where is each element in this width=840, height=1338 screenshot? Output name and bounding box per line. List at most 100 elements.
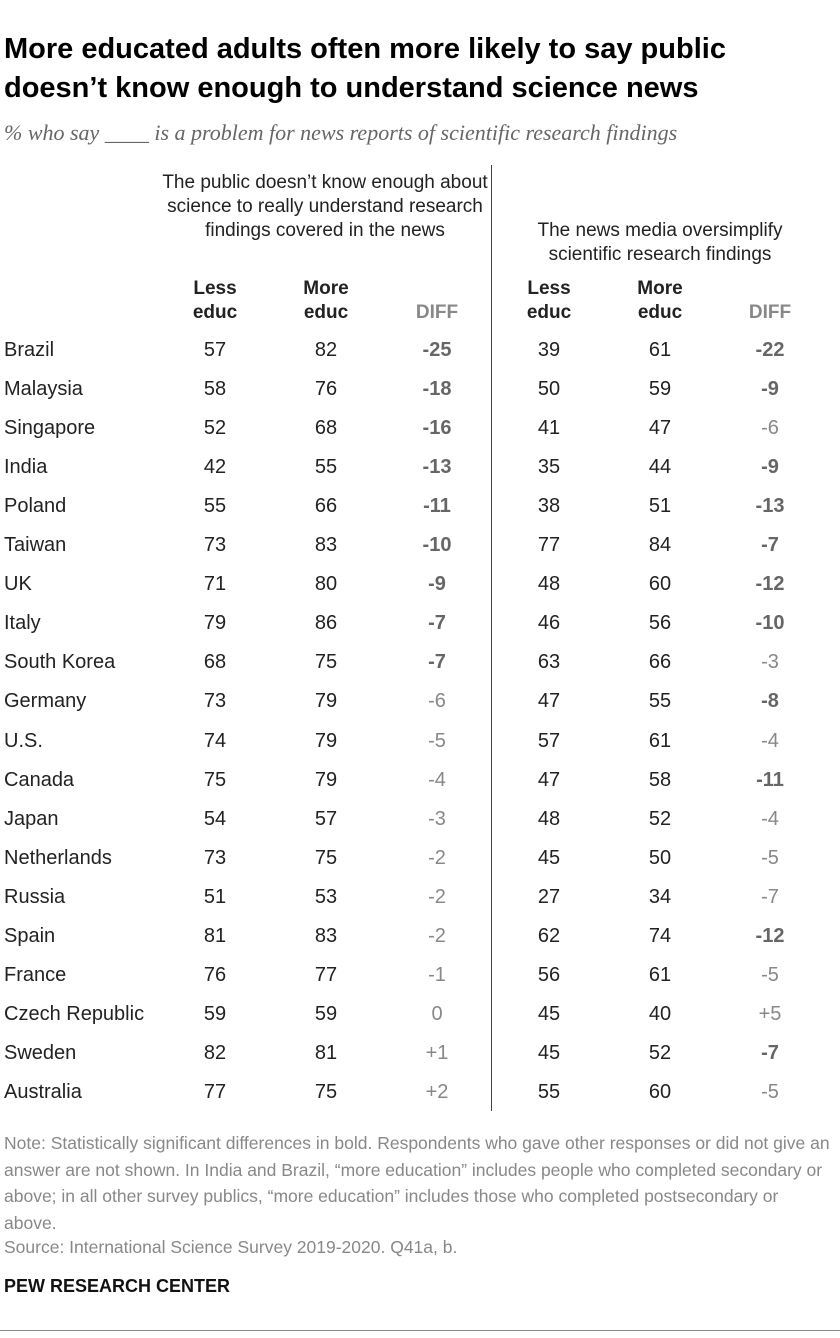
diff: -7 [761,1041,779,1064]
diff: -6 [428,690,446,713]
diff: -13 [755,495,785,518]
diff: -5 [761,963,779,986]
value: 83 [314,924,338,947]
value: 42 [203,456,227,479]
value: 58 [648,768,672,791]
value: 75 [314,1080,338,1103]
diff: -4 [428,768,446,791]
country: Sweden [4,1041,77,1064]
value: 79 [314,690,338,713]
diff: -9 [428,573,446,596]
diff: +5 [758,1002,782,1025]
value: 59 [314,1002,338,1025]
diff: -4 [761,729,779,752]
diff: -7 [428,612,446,635]
value: 55 [314,456,338,479]
diff: -5 [761,846,779,869]
country: Taiwan [4,534,67,557]
value: 46 [537,612,561,635]
country: Czech Republic [4,1002,145,1025]
value: 71 [203,573,227,596]
country: UK [4,573,32,596]
value: 83 [314,534,338,557]
value: 73 [203,690,227,713]
value: 61 [648,963,672,986]
diff: -9 [761,378,779,401]
column-header: Less educ [192,278,238,323]
value: 51 [648,495,672,518]
country: Malaysia [4,378,83,401]
value: 81 [203,924,227,947]
value: 52 [648,1041,672,1064]
value: 84 [648,534,672,557]
value: 62 [537,924,561,947]
diff: -3 [428,807,446,830]
diff: +1 [425,1041,449,1064]
value: 76 [314,378,338,401]
value: 52 [648,807,672,830]
country: Brazil [4,339,55,361]
country: South Korea [4,651,116,674]
diff: -10 [755,612,785,635]
value: 51 [203,885,227,908]
diff: -2 [428,885,446,908]
diff: -11 [423,495,451,518]
value: 56 [648,612,672,635]
column-header: Less educ [526,278,572,323]
group-header: The news media oversimplify scientific r… [537,220,783,265]
diff: 0 [431,1002,443,1025]
column-header: DIFF [748,302,792,323]
value: 86 [314,612,338,635]
diff: -18 [422,378,452,401]
diff: -3 [761,651,779,674]
value: 79 [314,768,338,791]
country: Poland [4,495,67,518]
value: 68 [203,651,227,674]
value: 47 [537,690,561,713]
value: 54 [203,807,227,830]
value: 50 [537,378,561,401]
rule [0,1330,840,1331]
diff: -16 [422,417,452,440]
country: France [4,963,67,986]
value: 77 [537,534,561,557]
value: 79 [203,612,227,635]
diff: -8 [761,690,779,713]
value: 40 [648,1002,672,1025]
value: 80 [314,573,338,596]
value: 56 [537,963,561,986]
value: 61 [648,729,672,752]
value: 59 [648,378,672,401]
value: 45 [537,846,561,869]
value: 34 [648,885,672,908]
value: 41 [537,417,561,440]
note: Note: Statistically significant differen… [4,1133,830,1233]
value: 52 [203,417,227,440]
diff: -1 [428,963,446,986]
diff: -4 [761,807,779,830]
diff: -13 [422,456,452,479]
value: 76 [203,963,227,986]
value: 50 [648,846,672,869]
value: 45 [537,1041,561,1064]
country: Italy [4,612,41,635]
value: 35 [537,456,561,479]
value: 61 [648,339,672,361]
diff: -12 [755,573,785,596]
diff: -11 [756,768,784,791]
diff: -7 [761,534,779,557]
value: 68 [314,417,338,440]
diff: -7 [428,651,446,674]
country: Japan [4,807,59,830]
value: 55 [203,495,227,518]
brand: PEW RESEARCH CENTER [4,1276,231,1296]
value: 57 [203,339,227,361]
value: 55 [648,690,672,713]
title: More educated adults often more likely t… [4,33,726,104]
column-header: More educ [303,278,349,323]
value: 81 [314,1041,338,1064]
value: 60 [648,1080,672,1103]
diff: -9 [761,456,779,479]
value: 63 [537,651,561,674]
